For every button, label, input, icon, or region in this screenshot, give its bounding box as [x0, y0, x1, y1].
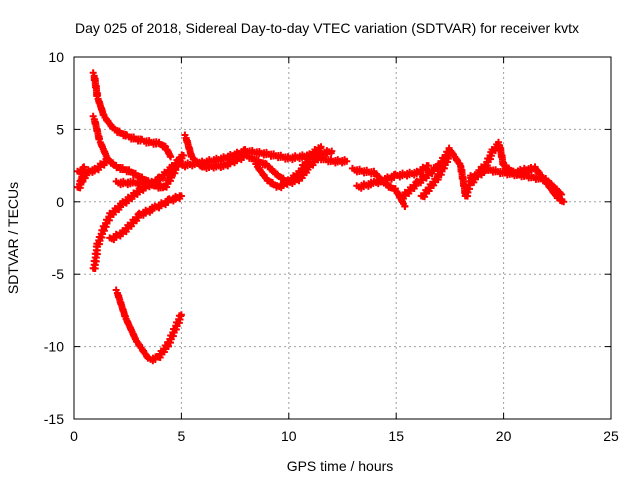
- data-point: [560, 198, 568, 206]
- data-point: [446, 150, 454, 158]
- x-tick-label: 0: [70, 428, 78, 444]
- data-point: [424, 162, 432, 170]
- data-point: [328, 147, 336, 155]
- data-point: [167, 153, 175, 161]
- data-points: [73, 69, 568, 365]
- y-tick-label: 10: [48, 49, 64, 65]
- data-point: [558, 191, 566, 199]
- x-tick-label: 20: [496, 428, 512, 444]
- data-point: [343, 157, 351, 165]
- data-point: [76, 180, 84, 188]
- x-tick-label: 25: [603, 428, 619, 444]
- y-tick-label: -5: [52, 266, 65, 282]
- x-tick-label: 5: [178, 428, 186, 444]
- y-tick-label: -10: [44, 339, 64, 355]
- data-point: [401, 202, 409, 210]
- plot-border: [73, 56, 612, 420]
- y-axis-label: SDTVAR / TECUs: [5, 182, 21, 294]
- x-tick-label: 10: [281, 428, 297, 444]
- y-tick-label: 5: [56, 121, 64, 137]
- grid: [74, 57, 611, 419]
- x-tick-label: 15: [388, 428, 404, 444]
- axis-ticks: 0 5 10 15 20 25 -15 -10 -5 0 5 10: [44, 49, 619, 444]
- data-point: [156, 180, 164, 188]
- chart-title: Day 025 of 2018, Sidereal Day-to-day VTE…: [75, 20, 579, 36]
- y-tick-label: -15: [44, 411, 64, 427]
- data-point: [104, 156, 112, 164]
- data-point: [180, 151, 188, 159]
- x-axis-label: GPS time / hours: [287, 458, 394, 474]
- y-tick-label: 0: [56, 194, 64, 210]
- data-point: [317, 143, 325, 151]
- data-point: [177, 192, 185, 200]
- data-point: [177, 311, 185, 319]
